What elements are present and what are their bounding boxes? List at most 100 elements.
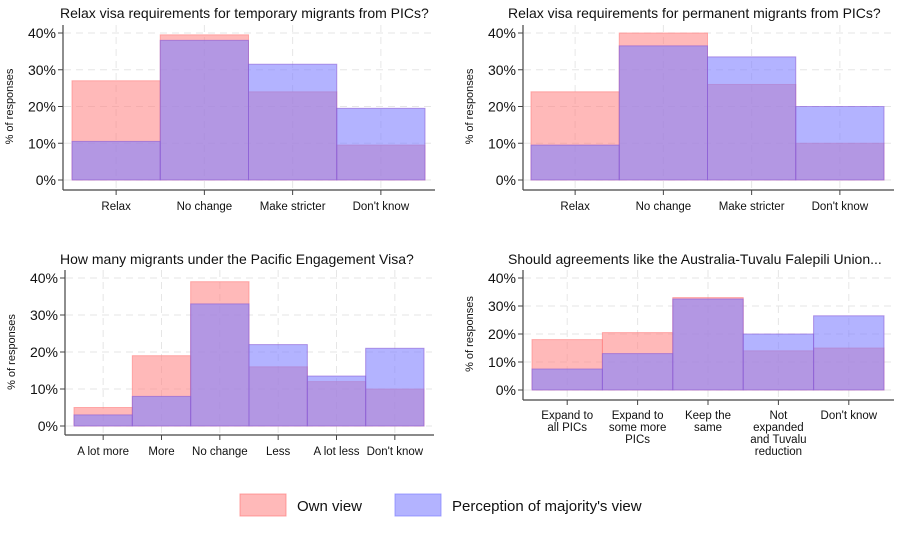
- legend: Own view Perception of majority's view: [239, 493, 642, 517]
- y-tick-label: 10%: [488, 354, 516, 370]
- x-tick-label-line: Make stricter: [260, 201, 326, 213]
- x-tick-label-line: and Tuvalu: [750, 434, 806, 446]
- x-tick-label: No change: [636, 201, 692, 213]
- x-tick-label-line: Keep the: [685, 410, 731, 422]
- bar-perception-1: [530, 144, 620, 181]
- x-tick-label-line: Don't know: [353, 201, 410, 213]
- legend-swatch-own-view: [239, 493, 287, 517]
- y-tick-label: 0%: [36, 172, 56, 188]
- bar-perception-1: [531, 368, 603, 391]
- y-tick-label: 40%: [488, 25, 516, 41]
- y-tick-label: 10%: [488, 135, 516, 151]
- x-tick-label-line: some more: [609, 422, 667, 434]
- x-tick-label-line: More: [148, 446, 174, 458]
- y-tick-label: 0%: [496, 382, 516, 398]
- x-tick-label: Keep the same: [685, 410, 731, 434]
- legend-label-perception: Perception of majority's view: [452, 498, 642, 515]
- y-tick-label: 30%: [488, 298, 516, 314]
- x-tick-label: Expand to all PICs: [541, 410, 593, 434]
- x-tick-label-line: Make stricter: [719, 201, 785, 213]
- x-tick-label-line: Less: [266, 446, 291, 458]
- bar-perception-2: [618, 45, 708, 181]
- x-tick-label-line: same: [694, 422, 722, 434]
- y-tick-label: 0%: [496, 172, 516, 188]
- x-tick-label-line: A lot less: [313, 446, 359, 458]
- x-tick-label-line: Don't know: [367, 446, 424, 458]
- bar-perception-3: [672, 298, 744, 391]
- y-tick-label: 30%: [28, 62, 56, 78]
- y-tick-label: 10%: [30, 381, 58, 397]
- legend-label-own-view: Own view: [297, 498, 362, 515]
- bar-perception-1: [71, 140, 161, 181]
- bar-perception-2: [159, 39, 249, 181]
- legend-swatch-perception: [394, 493, 442, 517]
- bar-perception-5: [813, 315, 885, 391]
- chart-title: Relax visa requirements for permanent mi…: [508, 5, 881, 21]
- y-axis-label: % of responses: [4, 68, 16, 144]
- y-tick-label: 20%: [28, 99, 56, 115]
- x-tick-label: Make stricter: [260, 201, 326, 213]
- bar-perception-3: [248, 63, 338, 181]
- x-tick-label: Relax: [101, 201, 131, 213]
- x-tick-label-line: No change: [192, 446, 248, 458]
- x-tick-label: Expand to some more PICs: [609, 410, 667, 446]
- y-axis-label: % of responses: [6, 314, 18, 390]
- x-tick-label-line: Expand to: [612, 410, 664, 422]
- x-tick-label-line: Don't know: [812, 201, 869, 213]
- bar-perception-4: [742, 333, 815, 391]
- chart-title: Should agreements like the Australia-Tuv…: [508, 251, 882, 267]
- bar-perception-4: [336, 107, 426, 181]
- x-tick-label: Less: [266, 446, 291, 458]
- y-axis-label: % of responses: [464, 296, 476, 372]
- bar-perception-2: [131, 395, 192, 427]
- x-tick-label: Don't know: [353, 201, 410, 213]
- x-tick-label: Don't know: [821, 410, 878, 422]
- bar-perception-6: [365, 347, 425, 427]
- x-tick-label-line: Relax: [560, 201, 590, 213]
- x-tick-label-line: PICs: [625, 434, 650, 446]
- y-tick-label: 30%: [488, 62, 516, 78]
- bar-perception-3: [707, 56, 797, 181]
- x-tick-label-line: reduction: [755, 446, 802, 458]
- x-tick-label: Make stricter: [719, 201, 785, 213]
- x-tick-label: A lot more: [77, 446, 129, 458]
- x-tick-label-line: A lot more: [77, 446, 129, 458]
- bar-perception-4: [795, 106, 885, 181]
- x-tick-label-line: No change: [177, 201, 233, 213]
- chart-panel-1: Relax visa requirements for temporary mi…: [4, 5, 435, 213]
- y-tick-label: 40%: [30, 270, 58, 286]
- y-tick-label: 40%: [488, 270, 516, 286]
- x-tick-label-line: No change: [636, 201, 692, 213]
- chart-title: Relax visa requirements for temporary mi…: [60, 5, 429, 21]
- bar-perception-3: [190, 303, 250, 427]
- x-tick-label-line: Expand to: [541, 410, 593, 422]
- bar-perception-4: [248, 344, 308, 427]
- x-tick-label-line: expanded: [753, 422, 804, 434]
- chart-panel-4: Should agreements like the Australia-Tuv…: [464, 251, 894, 458]
- x-tick-label-line: Not: [769, 410, 788, 422]
- bar-perception-1: [73, 414, 133, 427]
- x-tick-label: Not expanded and Tuvalu reduction: [750, 410, 806, 458]
- x-tick-label: Don't know: [367, 446, 424, 458]
- chart-title: How many migrants under the Pacific Enga…: [60, 251, 414, 267]
- x-tick-label: More: [148, 446, 174, 458]
- y-axis-label: % of responses: [464, 68, 476, 144]
- bar-perception-5: [306, 375, 367, 427]
- chart-panel-2: Relax visa requirements for permanent mi…: [464, 5, 894, 213]
- x-tick-label: No change: [192, 446, 248, 458]
- y-tick-label: 20%: [30, 344, 58, 360]
- x-tick-label: Relax: [560, 201, 590, 213]
- y-tick-label: 40%: [28, 25, 56, 41]
- y-tick-label: 20%: [488, 99, 516, 115]
- x-tick-label: A lot less: [313, 446, 359, 458]
- y-tick-label: 10%: [28, 135, 56, 151]
- y-tick-label: 30%: [30, 307, 58, 323]
- y-tick-label: 0%: [38, 418, 58, 434]
- x-tick-label-line: Relax: [101, 201, 131, 213]
- x-tick-label-line: Don't know: [821, 410, 878, 422]
- y-tick-label: 20%: [488, 326, 516, 342]
- chart-panel-3: How many migrants under the Pacific Enga…: [6, 251, 434, 458]
- x-tick-label: No change: [177, 201, 233, 213]
- bar-perception-2: [601, 353, 674, 391]
